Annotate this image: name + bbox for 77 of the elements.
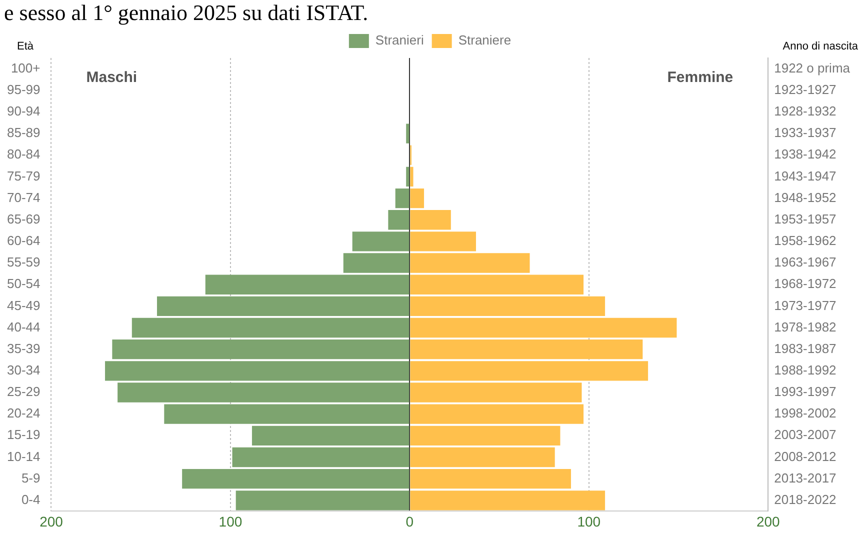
bar [252, 426, 410, 446]
legend-label: Stranieri [375, 32, 424, 48]
y-tick-label: 65-69 [7, 211, 40, 226]
y2-tick-label: 2018-2022 [774, 492, 836, 507]
y2-tick-label: 1948-1952 [774, 190, 836, 205]
x-tick-label: 200 [40, 513, 64, 530]
y2-tick-label: 1943-1947 [774, 168, 836, 184]
y-tick-label: 15-19 [7, 427, 40, 442]
bar [112, 340, 410, 360]
y-tick-label: 85-89 [7, 125, 40, 140]
y2-tick-label: 1998-2002 [774, 406, 836, 421]
y2-tick-label: 1988-1992 [774, 362, 836, 378]
bar [406, 124, 410, 144]
bar [156, 296, 410, 316]
bar [410, 296, 606, 316]
y-tick-label: 55-59 [7, 254, 40, 270]
y2-tick-label: 1978-1982 [774, 319, 836, 334]
y2-tick-label: 1933-1937 [774, 125, 836, 140]
y-tick-label: 70-74 [7, 190, 40, 205]
bar [410, 210, 451, 230]
y2-tick-label: 1922 o prima [774, 60, 851, 76]
y-tick-label: 95-99 [7, 82, 40, 97]
y2-tick-label: 2003-2007 [774, 427, 836, 442]
y2-tick-label: 1958-1962 [774, 233, 836, 248]
bar [410, 340, 643, 360]
y2-tick-label: 1973-1977 [774, 298, 836, 313]
bar [182, 468, 410, 489]
y-tick-label: 35-39 [7, 340, 40, 356]
annotation: Femmine [667, 69, 734, 86]
y2-tick-label: 1993-1997 [774, 384, 836, 400]
y-tick-label: 80-84 [7, 146, 40, 162]
y-tick-label: 90-94 [7, 104, 40, 119]
y2-tick-label: 1923-1927 [774, 82, 836, 97]
y2-tick-label: 2013-2017 [774, 470, 836, 486]
bar [236, 490, 410, 510]
chart-title: e sesso al 1° gennaio 2025 su dati ISTAT. [3, 0, 370, 26]
y-tick-label: 60-64 [7, 233, 40, 248]
y2-tick-label: 2008-2012 [774, 448, 836, 464]
y2-tick-label: 1938-1942 [774, 146, 836, 162]
y2-tick-label: 1953-1957 [774, 211, 836, 226]
y-tick-label: 75-79 [7, 168, 40, 184]
y-tick-label: 20-24 [7, 406, 40, 421]
x-tick-label: 200 [756, 513, 780, 530]
annotation: Maschi [86, 69, 138, 86]
y-tick-label: 50-54 [7, 276, 40, 292]
bar [395, 188, 410, 208]
y-tick-label: 40-44 [7, 319, 40, 334]
y2-tick-label: 1968-1972 [774, 276, 836, 292]
bar [410, 447, 555, 468]
y-tick-label: 5-9 [21, 470, 40, 486]
legend-label: Straniere [458, 32, 512, 48]
bar [232, 447, 410, 468]
y-tick-label: 45-49 [7, 298, 40, 313]
x-tick-label: 100 [577, 513, 601, 530]
bar [205, 274, 410, 294]
bar [410, 318, 677, 338]
y2-axis-title: Anno di nascita [782, 40, 859, 53]
bar [410, 188, 424, 208]
y-axis-title: Età [16, 40, 34, 53]
bar [406, 166, 410, 187]
bar [410, 468, 571, 489]
bar [410, 426, 560, 446]
y2-tick-label: 1983-1987 [774, 340, 836, 356]
x-tick-label: 100 [218, 513, 242, 530]
y-tick-label: 30-34 [7, 362, 40, 378]
bar [132, 318, 410, 338]
y-tick-label: 0-4 [21, 492, 40, 507]
x-tick-label: 0 [406, 513, 414, 530]
bar [410, 274, 584, 294]
bar [388, 210, 410, 230]
y2-tick-label: 1963-1967 [774, 254, 836, 270]
bar [410, 490, 606, 510]
y-tick-label: 10-14 [7, 448, 40, 464]
y-tick-label: 25-29 [7, 384, 40, 400]
y-tick-label: 100+ [10, 60, 40, 76]
bar [410, 166, 414, 187]
y2-tick-label: 1928-1932 [774, 104, 836, 119]
